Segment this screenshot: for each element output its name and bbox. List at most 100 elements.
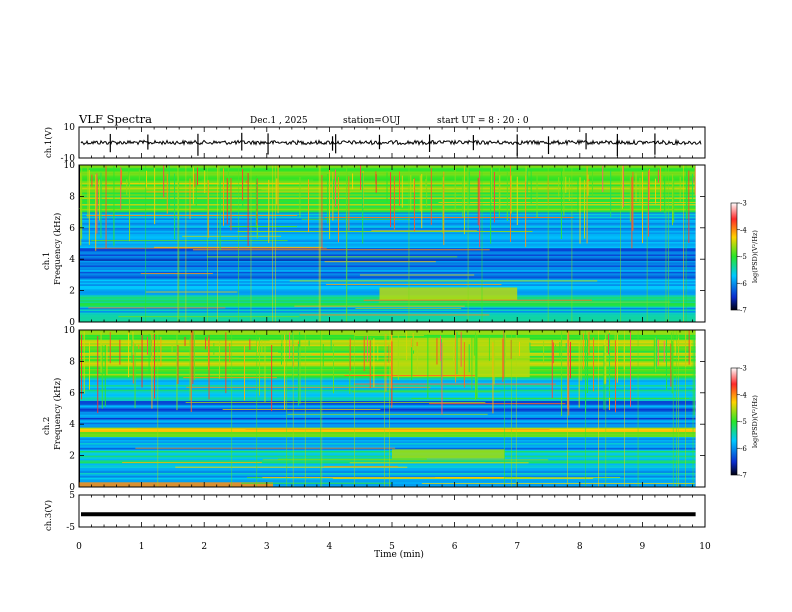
ch2-spectrogram-band [80, 355, 696, 358]
ch2-spectrogram-band [80, 427, 696, 430]
ch2-spectrogram-feature [392, 449, 505, 459]
ch2-spectrogram-band [80, 476, 696, 478]
ch2-spectrogram-band [80, 438, 696, 441]
ch2-spectrogram-band [80, 394, 696, 397]
ch1-spectrogram-band [80, 306, 696, 309]
ch1-spectrogram-band [80, 227, 696, 230]
ch2-spectrogram-ytick-label: 2 [69, 452, 75, 462]
ch2-spectrogram-band [80, 365, 696, 368]
ch2-spectrogram-band [80, 339, 696, 342]
colorbar-ch1: -3 -4 -5 -6 -7 log(PSD)(V²/Hz) [730, 200, 759, 315]
ch1-spectrogram-nodata [695, 165, 705, 322]
ch1-spectrogram-band [80, 285, 696, 288]
ch1-spectrogram-band [80, 238, 696, 241]
ch1-waveform-ytick-label: -10 [61, 154, 76, 164]
ch2-spectrogram-band [80, 377, 696, 379]
ch1-spectrogram-band [80, 274, 696, 277]
ch1-spectrogram-band [80, 248, 696, 251]
ch1-spectrogram-band [80, 179, 696, 182]
ch1-spectrogram-band [80, 300, 696, 302]
ch1-spectrogram-band [80, 263, 696, 266]
x-axis-label: Time (min) [374, 549, 424, 560]
ch1-spectrogram-band [80, 268, 696, 271]
ch2-spectrogram-band [80, 406, 696, 409]
ch2-spectrogram-band [80, 408, 696, 411]
ch2-spectrogram-band [80, 334, 696, 337]
ch2-spectrogram-band [80, 424, 696, 427]
colorbar-ch1-tick-label: -4 [740, 226, 747, 234]
ch2-spectrogram-band [80, 405, 696, 408]
ch1-spectrogram-band [80, 187, 696, 190]
ch1-spectrogram-band [80, 223, 696, 225]
ch2-spectrogram-band [80, 342, 696, 345]
ch2-spectrogram-band [80, 388, 696, 390]
ch1-spectrogram-band [80, 174, 696, 177]
ch2-spectrogram-band [80, 452, 696, 455]
ch1-spectrogram-band [80, 181, 696, 184]
colorbar-ch2-tick-label: -7 [740, 472, 747, 480]
ch1-spectrogram-band [80, 279, 696, 282]
ch2-spectrogram-ytick-label: 10 [64, 326, 76, 336]
ch2-spectrogram-band [80, 354, 696, 357]
ch2-spectrogram-band [80, 422, 696, 425]
ch1-spectrogram-band [80, 265, 696, 268]
ch1-spectrogram-band [80, 241, 696, 244]
ch2-spectrogram-band [80, 432, 696, 434]
ch2-spectrogram-band [80, 359, 696, 362]
colorbar-ch1-tick-label: -5 [740, 253, 747, 261]
ch1-spectrogram-band [80, 284, 696, 287]
colorbar-ch2-scale [730, 367, 738, 476]
ch1-spectrogram-band [80, 184, 696, 187]
ch2-spectrogram-band [80, 362, 696, 365]
x-tick-label: 10 [699, 542, 711, 552]
ch1-spectrogram-band [80, 210, 696, 213]
ch1-spectrogram-band [80, 270, 696, 273]
ch1-spectrogram-band [80, 219, 696, 222]
ch2-spectrogram-band [80, 455, 696, 458]
x-tick-label: 5 [389, 542, 395, 552]
ch1-spectrogram-band [80, 240, 696, 243]
ch2-spectrogram-band [80, 364, 696, 367]
ch2-spectrogram-band [80, 375, 696, 378]
x-tick-label: 7 [514, 542, 520, 552]
colorbar-ch2-tick-label: -6 [740, 445, 747, 453]
ch2-spectrogram-band [80, 468, 696, 471]
colorbar-ch2: -3 -4 -5 -6 -7 log(PSD)(V²/Hz) [730, 365, 759, 480]
ch3-waveform-ytick-label: 5 [69, 491, 75, 501]
ch2-spectrogram-band [80, 380, 696, 383]
ch1-spectrogram-band [80, 252, 696, 255]
ch1-spectrogram-band [80, 205, 696, 208]
ch2-spectrogram-ytick-label: 8 [69, 357, 75, 367]
ch2-spectrogram-band [80, 370, 696, 373]
ch2-spectrogram-band [80, 367, 696, 370]
ch1-spectrogram-band [80, 267, 696, 269]
colorbar-ch1-tick-label: -6 [740, 280, 747, 288]
x-tick-label: 6 [452, 542, 458, 552]
colorbar-ch1-tick-label: -7 [740, 307, 747, 315]
ch1-spectrogram-band [80, 304, 696, 307]
ch1-spectrogram-ylabel-a: ch.1 [42, 252, 52, 270]
ch1-spectrogram-band [80, 168, 696, 171]
ch1-spectrogram-band [80, 278, 696, 280]
ch2-spectrogram-band [80, 372, 696, 375]
ch1-spectrogram-band [80, 199, 696, 202]
ch2-spectrogram-band [80, 416, 696, 419]
ch2-spectrogram-band [80, 444, 696, 447]
ch1-spectrogram-feature [379, 287, 518, 301]
ch2-spectrogram-band [80, 441, 696, 444]
ch1-spectrogram-band [80, 173, 696, 176]
start-time-label: start UT = 8 : 20 : 0 [437, 116, 529, 126]
ch1-spectrogram-band [80, 224, 696, 227]
ch3-waveform-panel: 5 -5 [66, 491, 706, 533]
ch2-spectrogram-band [80, 439, 696, 442]
ch2-spectrogram-band [80, 389, 696, 392]
ch1-spectrogram-band [80, 229, 696, 232]
ch2-spectrogram-band [80, 450, 696, 453]
ch1-spectrogram-ylabel-b: Frequency (kHz) [52, 213, 63, 285]
ch2-spectrogram-band [80, 428, 696, 431]
ch2-spectrogram-band [80, 483, 696, 486]
ch2-spectrogram-band [80, 469, 696, 472]
ch1-spectrogram-band [80, 226, 696, 229]
ch2-spectrogram-band [80, 384, 696, 387]
